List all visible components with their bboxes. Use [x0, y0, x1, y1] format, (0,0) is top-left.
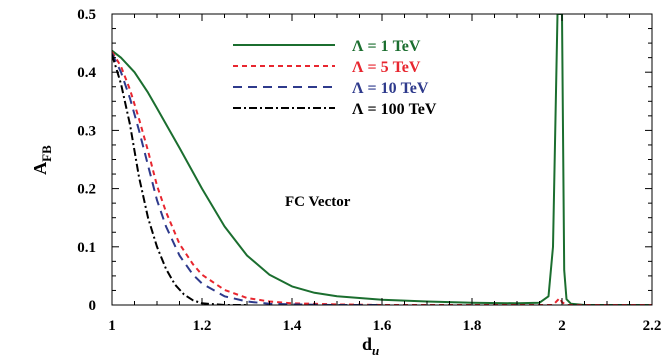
y-tick-label: 0.2	[77, 182, 96, 198]
y-axis-label: AFB	[30, 145, 54, 175]
x-tick-label: 1.4	[283, 318, 302, 334]
series-line-1	[112, 14, 652, 305]
y-tick-label: 0.5	[77, 7, 96, 23]
x-tick-label: 2	[558, 318, 566, 334]
legend-label-4: Λ = 100 TeV	[352, 101, 437, 118]
annotation: FC Vector	[285, 194, 351, 210]
series-line-3	[112, 53, 382, 305]
y-tick-label: 0.1	[77, 240, 96, 256]
y-tick-label: 0.3	[77, 123, 96, 139]
y-tick-label: 0.4	[77, 65, 96, 81]
x-axis-label-main: d	[362, 334, 372, 354]
x-tick-label: 1.6	[373, 318, 392, 334]
series-line-2	[112, 51, 652, 305]
x-axis-label-sub: u	[372, 343, 379, 358]
y-axis-label-sub: FB	[39, 145, 54, 162]
x-tick-label: 2.2	[643, 318, 662, 334]
x-tick-label: 1	[108, 318, 116, 334]
legend-label-2: Λ = 5 TeV	[352, 59, 421, 76]
legend-label-3: Λ = 10 TeV	[352, 80, 429, 97]
legend-label-1: Λ = 1 TeV	[352, 38, 421, 55]
y-tick-label: 0	[89, 298, 97, 314]
series-line-4	[112, 54, 247, 305]
plot-frame	[111, 13, 653, 306]
x-tick-label: 1.2	[193, 318, 212, 334]
x-tick-label: 1.8	[463, 318, 482, 334]
y-axis-label-main: A	[30, 162, 50, 175]
x-axis-label: du	[362, 334, 379, 358]
